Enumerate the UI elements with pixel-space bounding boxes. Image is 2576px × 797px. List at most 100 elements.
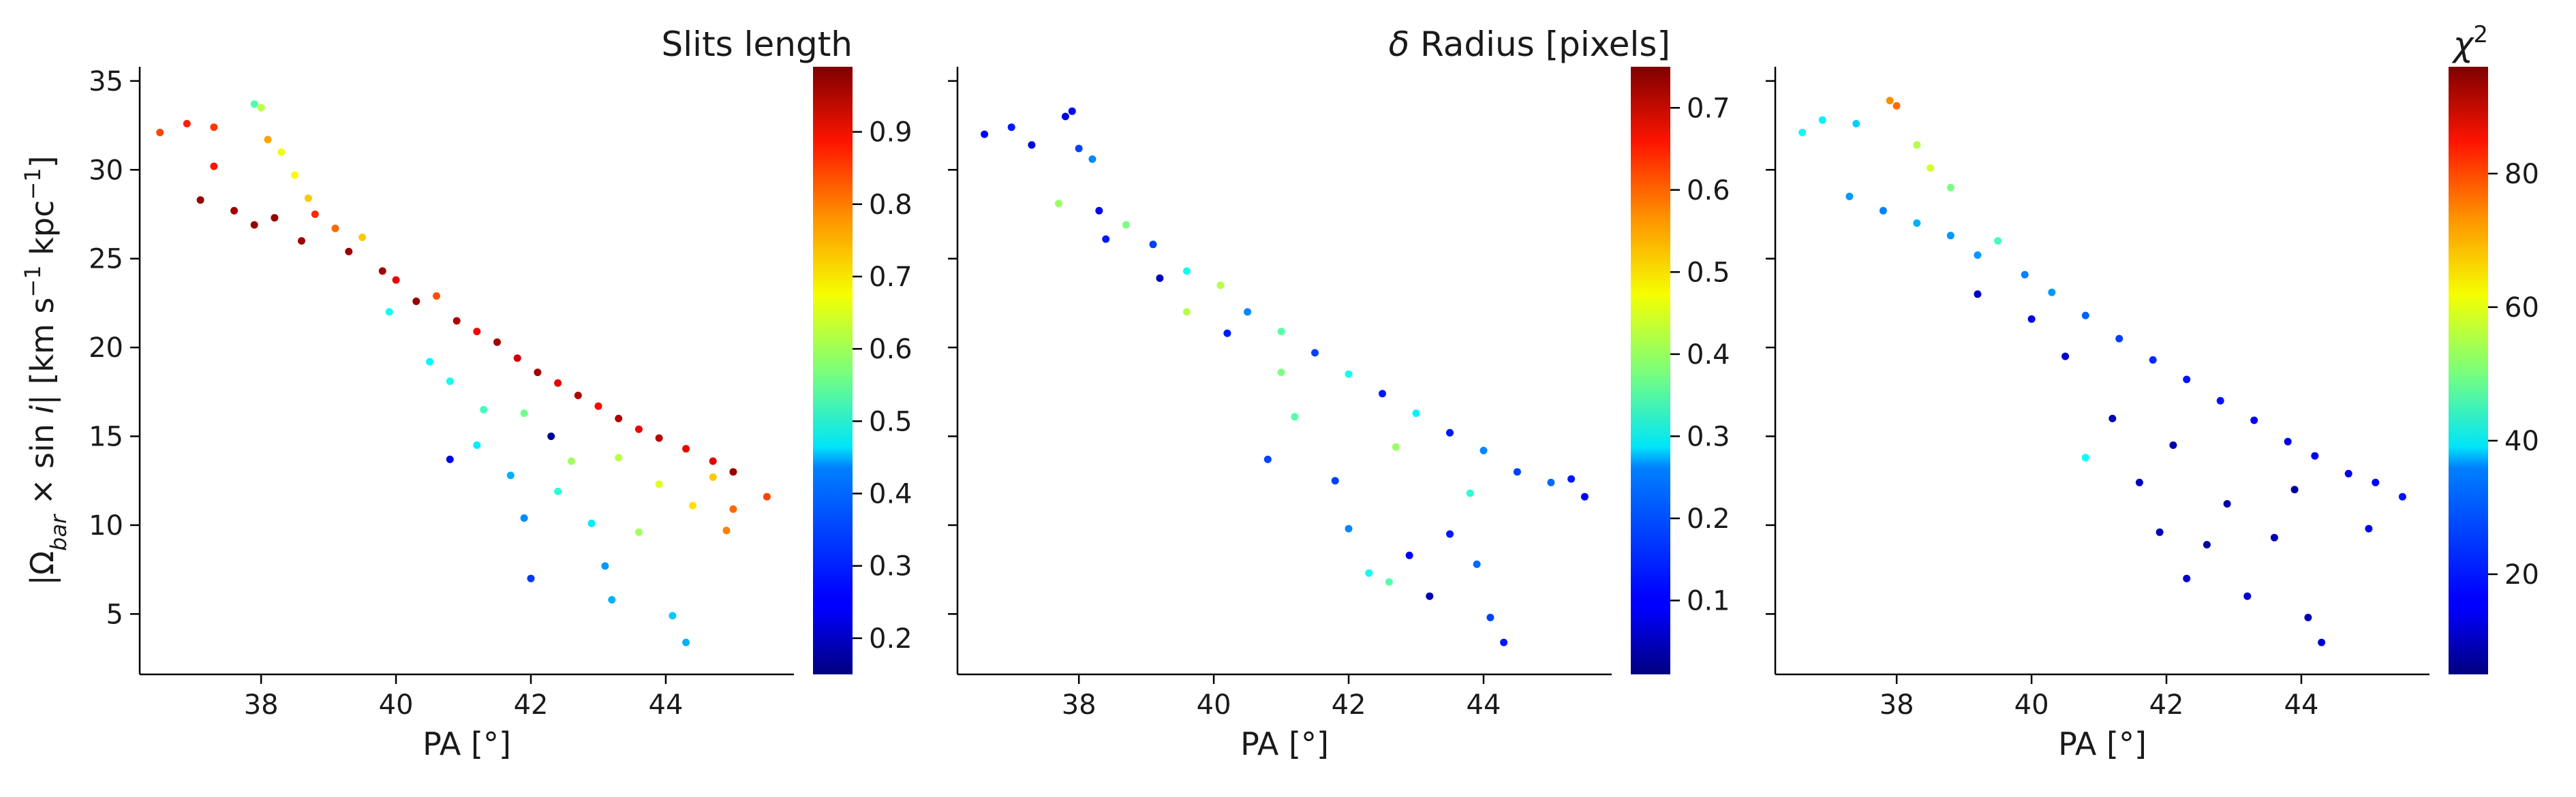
scatter-point xyxy=(594,402,602,410)
scatter-point xyxy=(264,136,272,144)
colorbar-tick-label: 0.7 xyxy=(869,262,913,293)
scatter-point xyxy=(520,409,528,418)
scatter-point xyxy=(345,247,353,255)
scatter-point xyxy=(1277,369,1285,377)
scatter-point xyxy=(230,206,239,215)
colorbar-tick-label: 40 xyxy=(2504,426,2539,457)
scatter-point xyxy=(1183,267,1191,275)
scatter-point xyxy=(196,196,204,204)
x-tick-label: 40 xyxy=(2014,689,2049,721)
scatter-point xyxy=(277,148,286,156)
scatter-point xyxy=(601,562,609,570)
scatter-point xyxy=(1291,413,1299,421)
scatter-point xyxy=(1974,251,1982,259)
scatter-point xyxy=(378,267,386,275)
scatter-point xyxy=(1946,232,1954,240)
scatter-point xyxy=(520,514,528,522)
scatter-point xyxy=(473,328,481,336)
y-ticks xyxy=(948,80,957,615)
colorbar-tick-label: 0.1 xyxy=(1687,586,1730,617)
scatter-point xyxy=(2318,638,2326,646)
scatter-point xyxy=(1102,235,1110,243)
scatter-point xyxy=(2372,478,2380,486)
colorbar-tick-label: 20 xyxy=(2504,559,2539,591)
x-tick-label: 44 xyxy=(1467,689,1501,721)
x-tick-label: 38 xyxy=(1062,689,1097,721)
colorbar-tick-label: 0.8 xyxy=(869,189,913,221)
scatter-point xyxy=(634,528,643,536)
scatter-point xyxy=(2081,454,2089,462)
colorbar-tick-label: 0.5 xyxy=(869,406,913,437)
scatter-point xyxy=(1055,200,1062,208)
scatter-point xyxy=(385,308,393,316)
scatter-point xyxy=(1892,101,1901,110)
scatter-point xyxy=(271,214,279,222)
scatter-point xyxy=(1913,141,1921,149)
scatter-point xyxy=(1798,129,1807,136)
colorbar-title: Slits length xyxy=(662,25,853,64)
scatter-point xyxy=(513,354,521,362)
scatter-point xyxy=(1567,475,1576,483)
scatter-point xyxy=(2183,574,2191,582)
scatter-point xyxy=(298,237,305,245)
scatter-point xyxy=(709,473,717,481)
scatter-point xyxy=(682,638,690,646)
scatter-point xyxy=(1913,219,1921,227)
scatter-point xyxy=(473,441,481,449)
scatter-point xyxy=(426,358,434,366)
scatter-point xyxy=(554,487,562,495)
scatter-point xyxy=(1446,428,1454,437)
scatter-point xyxy=(1345,525,1353,533)
scatter-point xyxy=(709,457,717,465)
colorbar-tick-label: 0.4 xyxy=(869,479,913,510)
colorbar xyxy=(2449,67,2488,674)
scatter-point xyxy=(1426,592,1434,600)
x-axis-label: PA [°] xyxy=(423,725,511,762)
scatter-point xyxy=(1311,349,1319,357)
scatter-point xyxy=(453,317,461,325)
scatter-point xyxy=(2169,441,2177,449)
scatter-point xyxy=(2081,311,2089,319)
y-tick-label: 30 xyxy=(89,155,123,186)
scatter-point xyxy=(2135,478,2143,486)
scatter-point xyxy=(1345,370,1353,378)
scatter-points xyxy=(1798,97,2406,646)
colorbar-tick-label: 0.3 xyxy=(1687,421,1730,452)
scatter-point xyxy=(331,224,339,232)
scatter-point xyxy=(1818,116,1826,124)
scatter-point xyxy=(2223,500,2231,508)
scatter-point xyxy=(2149,356,2157,364)
scatter-point xyxy=(527,574,535,582)
y-tick-label: 20 xyxy=(89,332,123,364)
scatter-point xyxy=(446,455,454,463)
scatter-point xyxy=(1122,221,1130,229)
scatter-point xyxy=(1156,274,1164,282)
scatter-point xyxy=(547,433,555,440)
scatter-point xyxy=(1845,192,1854,200)
scatter-point xyxy=(1513,468,1521,476)
scatter-point xyxy=(1183,308,1191,316)
scatter-point xyxy=(2311,452,2319,460)
scatter-point xyxy=(1479,446,1488,454)
y-tick-label: 35 xyxy=(89,66,123,97)
scatter-point xyxy=(2243,592,2252,600)
scatter-point xyxy=(1007,123,1015,131)
scatter-point xyxy=(2156,528,2164,536)
scatter-point xyxy=(655,480,663,488)
scatter-point xyxy=(1392,443,1400,451)
scatter-point xyxy=(2270,533,2278,542)
colorbar-ticks: 0.1 0.2 0.3 0.4 0.5 0.6 0.7 xyxy=(1670,93,1730,617)
scatter-point xyxy=(574,392,582,399)
y-axis-label: |Ωbar × sin i| [km s−1 kpc−1] xyxy=(20,156,72,586)
panel-delta-radius: 38 40 42 44 PA [°] 0.1 0.2 0.3 0.4 0.5 0.6 0.7 δ … xyxy=(948,25,1730,762)
colorbar-tick-label: 0.6 xyxy=(869,334,913,365)
y-tick-label: 15 xyxy=(89,422,123,453)
scatter-point xyxy=(2304,614,2312,621)
scatter-points xyxy=(156,100,771,646)
scatter-point xyxy=(1927,164,1935,172)
x-ticks: 38 40 42 44 xyxy=(1062,674,1501,721)
colorbar-tick-label: 0.3 xyxy=(869,551,913,582)
scatter-points xyxy=(981,107,1589,646)
scatter-point xyxy=(1974,290,1982,298)
scatter-point xyxy=(210,162,218,170)
